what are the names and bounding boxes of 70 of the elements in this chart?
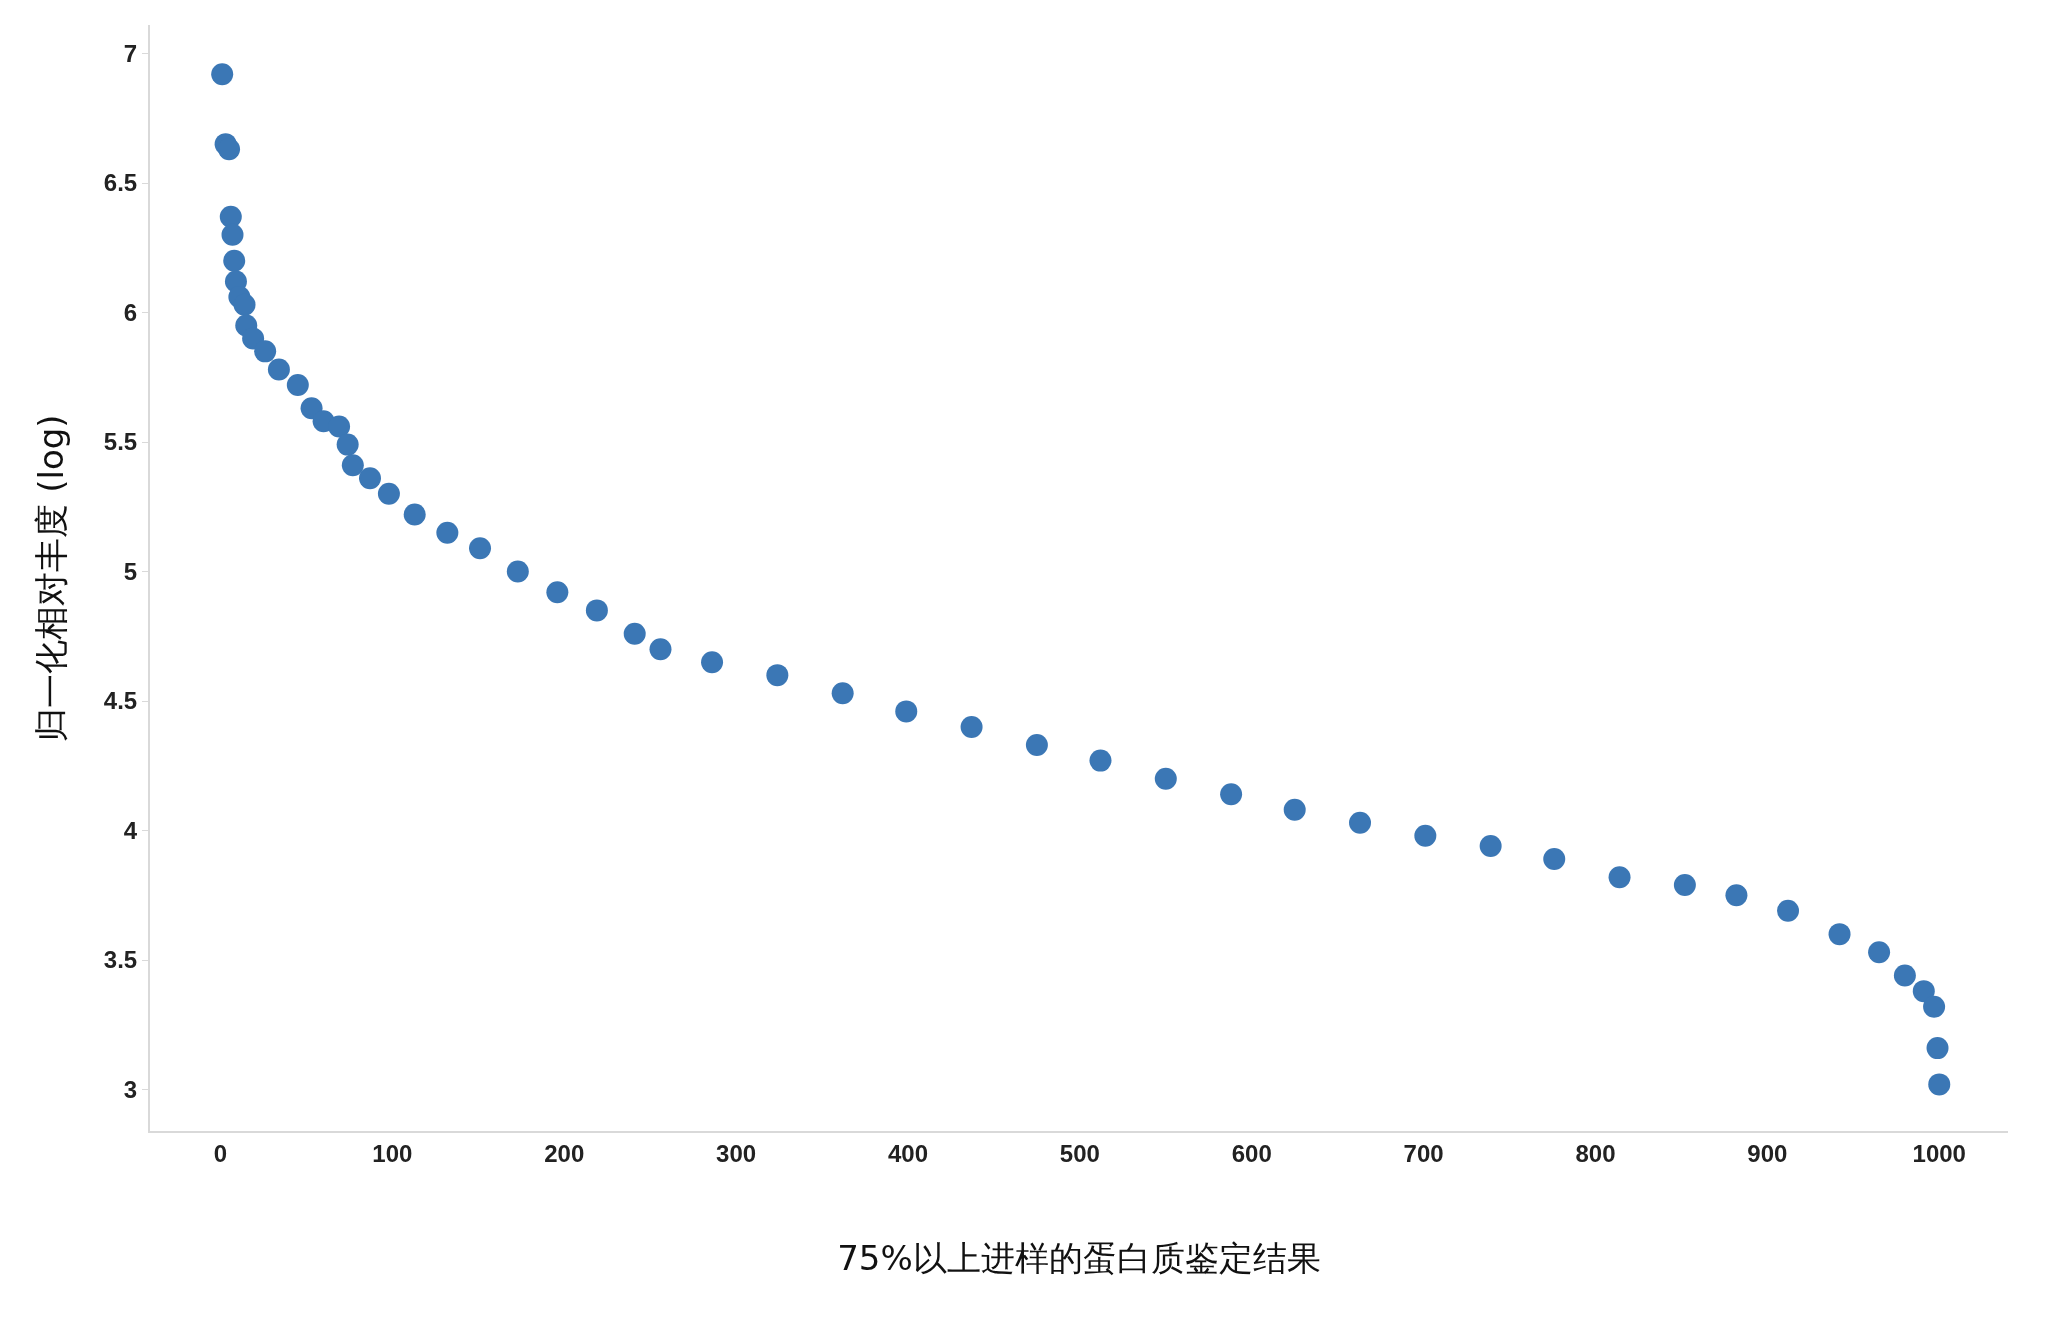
x-tick-label: 500 bbox=[1059, 1139, 1100, 1167]
y-tick-label: 7 bbox=[123, 39, 138, 67]
point bbox=[1025, 734, 1048, 757]
point bbox=[623, 622, 646, 645]
point bbox=[211, 63, 234, 86]
point bbox=[403, 503, 426, 526]
point bbox=[223, 249, 246, 272]
point bbox=[1479, 835, 1502, 858]
point bbox=[336, 433, 359, 456]
point bbox=[546, 581, 569, 604]
point bbox=[436, 521, 459, 544]
point bbox=[1543, 848, 1566, 871]
point bbox=[286, 374, 309, 397]
y-tick-label: 4 bbox=[123, 816, 138, 844]
point bbox=[1220, 783, 1243, 806]
x-tick-label: 200 bbox=[544, 1139, 585, 1167]
point bbox=[506, 560, 529, 583]
point bbox=[218, 138, 241, 161]
point bbox=[895, 700, 918, 723]
x-tick-label: 400 bbox=[887, 1139, 928, 1167]
point bbox=[328, 415, 351, 438]
point bbox=[649, 638, 672, 661]
point bbox=[1608, 866, 1631, 889]
point bbox=[1673, 873, 1696, 896]
point bbox=[221, 223, 244, 246]
point bbox=[254, 340, 277, 363]
point bbox=[1923, 995, 1946, 1018]
y-tick-label: 5.5 bbox=[103, 428, 138, 456]
x-tick-label: 900 bbox=[1747, 1139, 1788, 1167]
point bbox=[1283, 798, 1306, 821]
point bbox=[1349, 811, 1372, 834]
point bbox=[1926, 1037, 1949, 1060]
point bbox=[1912, 980, 1935, 1003]
point bbox=[585, 599, 608, 622]
point bbox=[359, 467, 381, 490]
point bbox=[1777, 899, 1799, 922]
y-tick-label: 3 bbox=[123, 1075, 138, 1103]
y-tick-label: 6.5 bbox=[103, 169, 138, 197]
y-tick-label: 3.5 bbox=[103, 946, 138, 974]
point bbox=[233, 293, 256, 316]
point bbox=[1828, 923, 1851, 946]
x-tick-label: 800 bbox=[1575, 1139, 1616, 1167]
point bbox=[701, 651, 724, 674]
point bbox=[1414, 824, 1437, 847]
y-tick-label: 6 bbox=[123, 298, 138, 326]
x-axis-title: 75%以上进样的蛋白质鉴定结果 bbox=[837, 1237, 1321, 1278]
point bbox=[960, 715, 983, 738]
x-tick-label: 1000 bbox=[1912, 1139, 1966, 1167]
x-tick-label: 0 bbox=[213, 1139, 228, 1167]
x-tick-label: 100 bbox=[372, 1139, 413, 1167]
point bbox=[267, 358, 290, 381]
point bbox=[831, 682, 854, 705]
point bbox=[1725, 884, 1748, 907]
point bbox=[377, 482, 400, 505]
point bbox=[1089, 749, 1112, 772]
y-tick-label: 5 bbox=[123, 557, 138, 585]
y-tick-label: 4.5 bbox=[103, 687, 138, 715]
point bbox=[1928, 1073, 1951, 1096]
point bbox=[1868, 941, 1891, 964]
point bbox=[242, 327, 265, 350]
x-tick-label: 600 bbox=[1231, 1139, 1272, 1167]
y-axis-title: 归一化相对丰度 (log) bbox=[30, 414, 71, 742]
point bbox=[1893, 964, 1916, 987]
x-tick-label: 700 bbox=[1403, 1139, 1444, 1167]
point bbox=[766, 664, 789, 687]
x-tick-label: 300 bbox=[716, 1139, 757, 1167]
point bbox=[469, 537, 492, 560]
point bbox=[1154, 767, 1177, 790]
point bbox=[341, 454, 364, 477]
point bbox=[219, 205, 242, 228]
